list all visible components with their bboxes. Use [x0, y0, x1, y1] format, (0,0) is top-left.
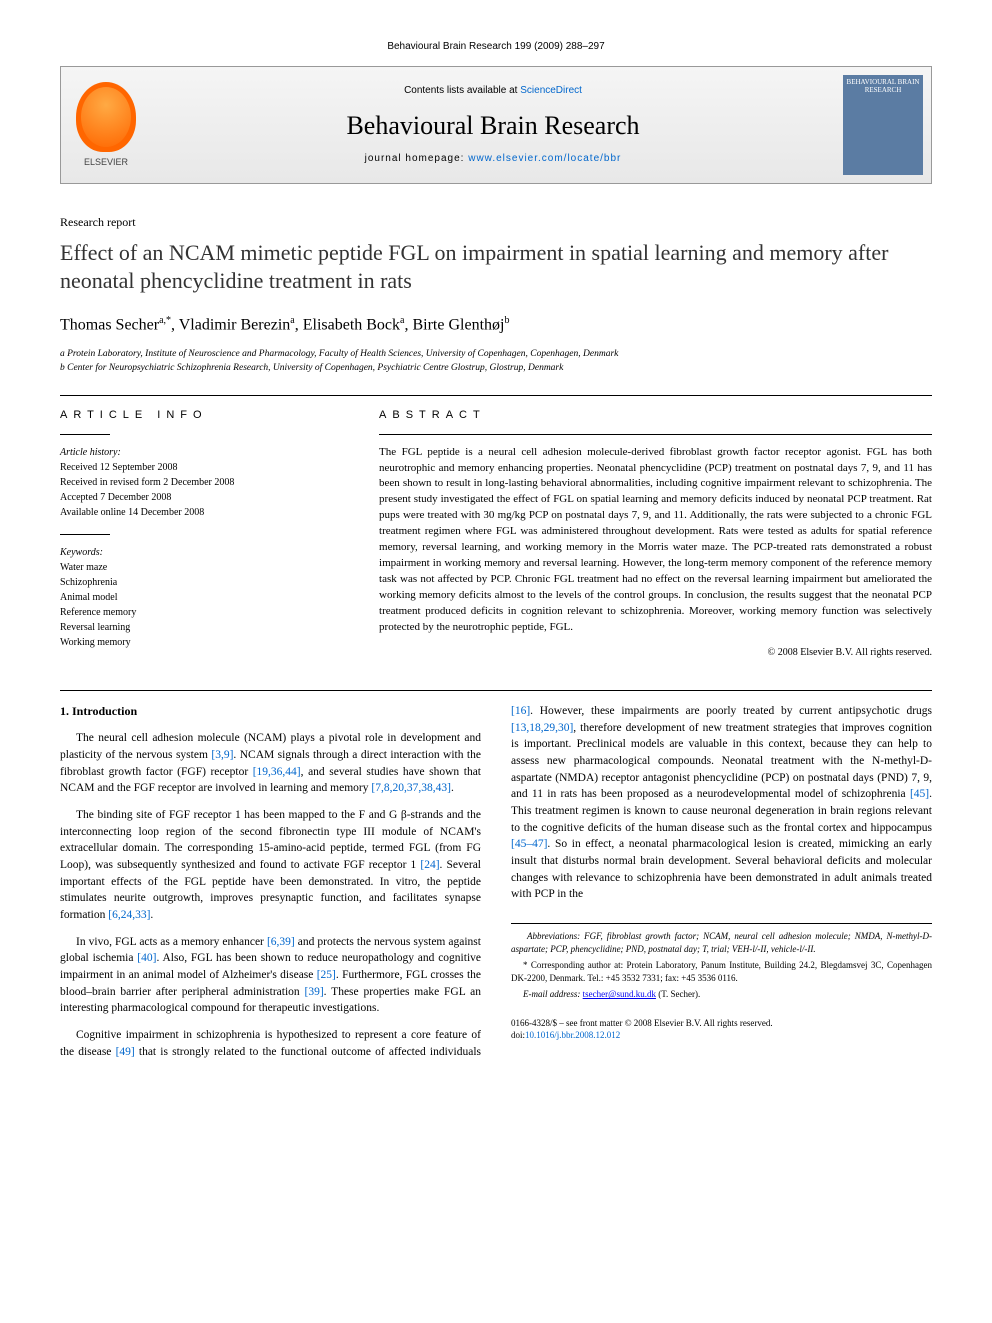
affiliation: a Protein Laboratory, Institute of Neuro… — [60, 347, 932, 361]
contents-available-line: Contents lists available at ScienceDirec… — [151, 84, 835, 98]
history-label: Article history: — [60, 445, 339, 460]
keyword: Reference memory — [60, 605, 339, 620]
article-info-head: ARTICLE INFO — [60, 408, 339, 423]
body-columns: 1. Introduction The neural cell adhesion… — [60, 703, 932, 1060]
intro-heading: 1. Introduction — [60, 703, 481, 720]
history-line: Received 12 September 2008 — [60, 460, 339, 475]
citation-ref[interactable]: [19,36,44] — [253, 766, 301, 778]
citation-ref[interactable]: [49] — [116, 1046, 135, 1058]
body-paragraph: The binding site of FGF receptor 1 has b… — [60, 807, 481, 924]
affiliation: b Center for Neuropsychiatric Schizophre… — [60, 361, 932, 375]
keyword: Animal model — [60, 590, 339, 605]
info-divider-2 — [60, 534, 110, 535]
affiliations: a Protein Laboratory, Institute of Neuro… — [60, 347, 932, 376]
corresponding-author: * Corresponding author at: Protein Labor… — [511, 959, 932, 984]
history-line: Available online 14 December 2008 — [60, 505, 339, 520]
citation-ref[interactable]: [40] — [137, 952, 156, 964]
publisher-label: ELSEVIER — [84, 156, 128, 169]
homepage-link[interactable]: www.elsevier.com/locate/bbr — [468, 153, 621, 164]
banner-center: Contents lists available at ScienceDirec… — [151, 72, 835, 178]
divider-top — [60, 395, 932, 396]
keyword: Water maze — [60, 560, 339, 575]
citation-ref[interactable]: [7,8,20,37,38,43] — [371, 782, 451, 794]
article-info-col: ARTICLE INFO Article history: Received 1… — [60, 408, 339, 660]
body-paragraph: In vivo, FGL acts as a memory enhancer [… — [60, 934, 481, 1017]
doi-line: doi:10.1016/j.bbr.2008.12.012 — [511, 1029, 932, 1042]
footnotes: Abbreviations: FGF, fibroblast growth fa… — [511, 923, 932, 1001]
footer-meta: 0166-4328/$ – see front matter © 2008 El… — [511, 1017, 932, 1042]
abstract-copyright: © 2008 Elsevier B.V. All rights reserved… — [379, 646, 932, 660]
citation-ref[interactable]: [45–47] — [511, 838, 547, 850]
abstract-divider — [379, 434, 932, 435]
running-header: Behavioural Brain Research 199 (2009) 28… — [60, 40, 932, 54]
info-abstract-row: ARTICLE INFO Article history: Received 1… — [60, 408, 932, 660]
authors-line: Thomas Sechera,*, Vladimir Berezina, Eli… — [60, 314, 932, 337]
citation-ref[interactable]: [3,9] — [211, 749, 233, 761]
citation-ref[interactable]: [6,39] — [267, 936, 295, 948]
abstract-col: ABSTRACT The FGL peptide is a neural cel… — [379, 408, 932, 660]
abbreviations: Abbreviations: FGF, fibroblast growth fa… — [511, 930, 932, 955]
cover-text: BEHAVIOURAL BRAIN RESEARCH — [843, 75, 923, 98]
publisher-logo-block: ELSEVIER — [61, 72, 151, 179]
abstract-text: The FGL peptide is a neural cell adhesio… — [379, 445, 932, 636]
citation-ref[interactable]: [39] — [305, 986, 324, 998]
homepage-prefix: journal homepage: — [365, 153, 469, 164]
citation-ref[interactable]: [45] — [910, 788, 929, 800]
journal-cover-thumb: BEHAVIOURAL BRAIN RESEARCH — [843, 75, 923, 175]
article-title: Effect of an NCAM mimetic peptide FGL on… — [60, 239, 932, 296]
doi-link[interactable]: 10.1016/j.bbr.2008.12.012 — [525, 1030, 620, 1040]
email-label: E-mail address: — [523, 989, 583, 999]
email-suffix: (T. Secher). — [656, 989, 700, 999]
homepage-line: journal homepage: www.elsevier.com/locat… — [151, 152, 835, 166]
history-line: Accepted 7 December 2008 — [60, 490, 339, 505]
article-history: Article history: Received 12 September 2… — [60, 445, 339, 520]
email-line: E-mail address: tsecher@sund.ku.dk (T. S… — [511, 988, 932, 1001]
sciencedirect-link[interactable]: ScienceDirect — [520, 85, 582, 96]
citation-ref[interactable]: [25] — [317, 969, 336, 981]
contents-prefix: Contents lists available at — [404, 85, 520, 96]
keyword: Schizophrenia — [60, 575, 339, 590]
divider-bottom — [60, 690, 932, 691]
history-line: Received in revised form 2 December 2008 — [60, 475, 339, 490]
keyword: Working memory — [60, 635, 339, 650]
body-paragraph: The neural cell adhesion molecule (NCAM)… — [60, 730, 481, 797]
email-link[interactable]: tsecher@sund.ku.dk — [583, 989, 656, 999]
citation-ref[interactable]: [13,18,29,30] — [511, 722, 573, 734]
keywords-label: Keywords: — [60, 545, 339, 560]
citation-ref[interactable]: [24] — [420, 859, 439, 871]
citation-ref[interactable]: [16] — [511, 705, 530, 717]
info-divider — [60, 434, 110, 435]
elsevier-tree-icon — [76, 82, 136, 152]
journal-name: Behavioural Brain Research — [151, 108, 835, 144]
issn-line: 0166-4328/$ – see front matter © 2008 El… — [511, 1017, 932, 1030]
keyword: Reversal learning — [60, 620, 339, 635]
abstract-head: ABSTRACT — [379, 408, 932, 423]
citation-ref[interactable]: [6,24,33] — [108, 909, 150, 921]
journal-banner: ELSEVIER Contents lists available at Sci… — [60, 66, 932, 184]
keywords-block: Keywords: Water mazeSchizophreniaAnimal … — [60, 545, 339, 650]
article-type: Research report — [60, 214, 932, 231]
